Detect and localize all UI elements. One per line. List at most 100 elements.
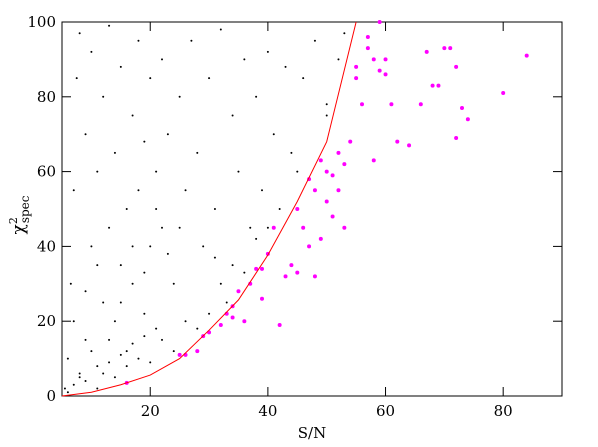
point <box>66 357 69 360</box>
point <box>448 46 453 51</box>
point <box>155 208 158 210</box>
point <box>119 264 122 267</box>
point <box>78 372 81 375</box>
point <box>278 208 281 210</box>
point <box>102 372 105 375</box>
point <box>312 274 317 279</box>
y-tick-label: 0 <box>46 387 56 405</box>
y-axis-label: χ2spec <box>7 195 32 234</box>
point <box>108 361 111 364</box>
point <box>155 170 158 173</box>
point <box>343 32 346 35</box>
point <box>436 83 441 88</box>
point <box>113 376 116 379</box>
point <box>84 133 87 136</box>
point <box>184 320 187 323</box>
point <box>395 139 400 144</box>
point <box>90 350 93 353</box>
point <box>125 365 128 368</box>
x-tick-label: 40 <box>258 402 277 420</box>
point <box>161 58 163 61</box>
point <box>424 49 429 54</box>
point <box>161 338 163 341</box>
x-tick-label: 60 <box>376 402 395 420</box>
point <box>330 214 335 219</box>
plot-frame <box>61 21 563 397</box>
point <box>418 102 423 107</box>
point <box>284 65 287 68</box>
point <box>271 225 276 230</box>
point <box>383 57 388 62</box>
point <box>324 169 329 174</box>
point <box>137 357 140 360</box>
point <box>125 350 128 353</box>
point <box>225 301 228 304</box>
point <box>119 301 122 304</box>
point <box>312 188 317 193</box>
point <box>172 282 175 285</box>
point <box>213 256 216 259</box>
point <box>196 151 199 154</box>
point <box>208 312 211 315</box>
point <box>307 244 312 249</box>
point <box>296 170 299 173</box>
point <box>96 264 99 267</box>
point <box>249 226 252 229</box>
point <box>184 189 187 192</box>
point <box>348 139 353 144</box>
point <box>202 245 205 248</box>
point <box>143 271 146 274</box>
point <box>137 39 140 42</box>
point <box>231 264 234 267</box>
point <box>501 91 506 96</box>
point <box>377 20 382 24</box>
point <box>342 225 347 230</box>
point <box>430 83 435 88</box>
point <box>524 53 529 58</box>
point <box>213 208 216 210</box>
point <box>178 95 181 98</box>
point <box>63 387 66 390</box>
point <box>75 77 78 80</box>
point <box>149 361 152 364</box>
x-tick-label: 20 <box>141 402 160 420</box>
point <box>313 39 316 42</box>
point <box>143 312 146 315</box>
point <box>254 266 259 271</box>
point <box>218 322 223 327</box>
point <box>119 65 122 68</box>
point <box>90 50 93 53</box>
point <box>155 327 158 330</box>
point <box>96 387 99 390</box>
point <box>131 114 134 117</box>
point <box>84 338 87 341</box>
point <box>78 32 81 35</box>
point <box>66 391 69 394</box>
point <box>131 342 134 345</box>
point <box>236 289 241 294</box>
y-tick-label: 40 <box>37 237 56 255</box>
point <box>219 28 222 31</box>
point <box>295 207 300 211</box>
point <box>302 77 305 80</box>
point <box>266 226 269 229</box>
point <box>266 50 269 53</box>
point <box>166 133 169 136</box>
y-tick-label: 80 <box>37 88 56 106</box>
point <box>131 282 134 285</box>
point <box>465 117 470 122</box>
point <box>166 252 169 255</box>
point <box>108 24 111 27</box>
point <box>318 158 323 163</box>
point <box>208 77 211 80</box>
point <box>69 282 72 285</box>
point <box>237 170 240 173</box>
point <box>460 106 464 111</box>
point <box>325 114 328 117</box>
point <box>195 349 200 354</box>
point <box>360 102 364 107</box>
point <box>365 34 370 39</box>
x-axis-label: S/N <box>298 424 326 442</box>
point <box>354 64 359 69</box>
point <box>178 226 181 229</box>
